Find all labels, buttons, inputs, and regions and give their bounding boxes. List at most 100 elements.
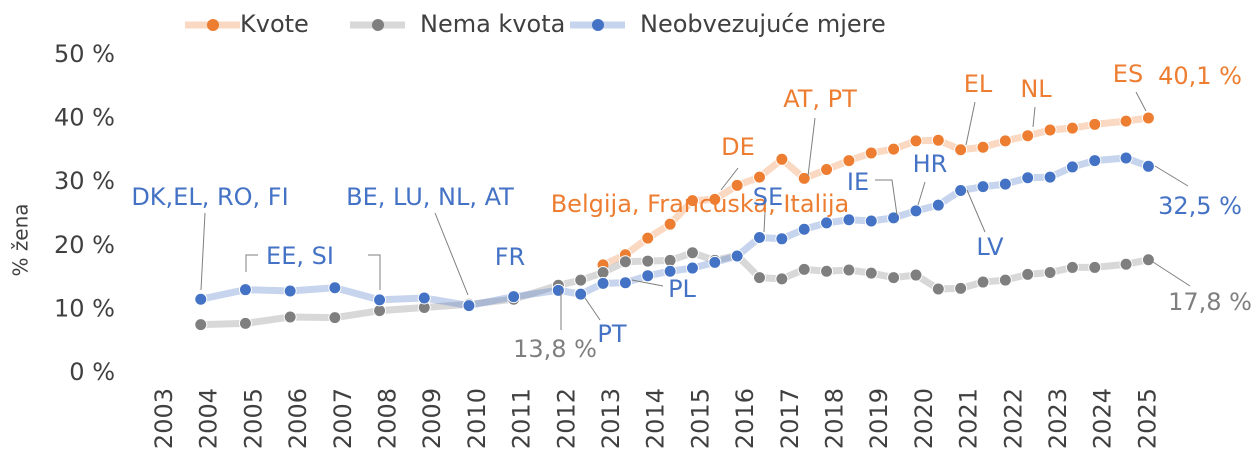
data-point — [238, 283, 252, 297]
x-tick-label: 2014 — [642, 388, 670, 449]
data-point — [976, 180, 990, 194]
x-tick-label: 2006 — [284, 388, 312, 449]
data-point — [753, 271, 767, 285]
data-point — [1065, 121, 1079, 135]
data-point — [1021, 267, 1035, 281]
data-point — [909, 268, 923, 282]
data-point — [1088, 154, 1102, 168]
data-point — [775, 152, 789, 166]
data-point — [864, 214, 878, 228]
data-point — [663, 253, 677, 267]
data-point — [864, 266, 878, 280]
annotation: SE — [753, 183, 783, 211]
data-point — [373, 304, 387, 318]
data-point — [373, 293, 387, 307]
legend-marker — [372, 19, 384, 31]
x-tick-label: 2009 — [418, 388, 446, 449]
x-tick-label: 2025 — [1133, 388, 1161, 449]
data-point — [976, 275, 990, 289]
data-point — [1141, 111, 1155, 125]
legend-label: Kvote — [240, 10, 309, 38]
data-point — [797, 171, 811, 185]
data-point — [574, 287, 588, 301]
data-point — [887, 211, 901, 225]
data-point — [820, 162, 834, 176]
leader-line — [1135, 91, 1147, 112]
x-tick-label: 2023 — [1044, 388, 1072, 449]
data-point — [864, 146, 878, 160]
data-point — [1088, 117, 1102, 131]
data-point — [998, 273, 1012, 287]
data-point — [998, 177, 1012, 191]
legend-marker — [207, 19, 219, 31]
data-point — [238, 316, 252, 330]
leader-line — [1152, 261, 1191, 287]
data-point — [820, 264, 834, 278]
x-tick-label: 2021 — [955, 388, 983, 449]
x-tick-label: 2017 — [776, 388, 804, 449]
data-point — [194, 318, 208, 332]
annotation: BE, LU, NL, AT — [346, 183, 514, 211]
annotation: NL — [1020, 75, 1052, 103]
data-point — [1021, 129, 1035, 143]
annotation: 40,1 % — [1158, 62, 1242, 90]
data-point — [194, 292, 208, 306]
x-tick-label: 2010 — [463, 388, 491, 449]
data-point — [1119, 151, 1133, 165]
data-point — [551, 283, 565, 297]
data-point — [775, 232, 789, 246]
annotation: EE, SI — [266, 242, 334, 270]
legend-label: Nema kvota — [420, 10, 565, 38]
leader-line — [807, 117, 816, 177]
data-point — [1065, 260, 1079, 274]
leader-line — [763, 211, 766, 233]
leader-line — [631, 279, 664, 287]
data-point — [462, 299, 476, 313]
data-point — [574, 273, 588, 287]
x-tick-label: 2016 — [731, 388, 759, 449]
annotation: AT, PT — [783, 85, 857, 113]
data-point — [596, 276, 610, 290]
x-tick-label: 2004 — [195, 388, 223, 449]
data-point — [1065, 160, 1079, 174]
y-tick-label: 20 % — [54, 231, 115, 259]
data-point — [931, 198, 945, 212]
leader-line — [875, 179, 898, 216]
data-point — [887, 142, 901, 156]
leader-line — [1154, 165, 1189, 187]
annotation: FR — [495, 243, 525, 271]
data-point — [685, 194, 699, 208]
data-point — [909, 204, 923, 218]
data-point — [618, 255, 632, 269]
leader-line — [434, 212, 469, 296]
leader-line — [245, 254, 258, 272]
data-point — [797, 262, 811, 276]
data-point — [618, 276, 632, 290]
data-point — [730, 249, 744, 263]
data-point — [753, 170, 767, 184]
data-point — [1119, 114, 1133, 128]
x-tick-label: 2015 — [686, 388, 714, 449]
data-point — [663, 217, 677, 231]
legend-marker — [592, 19, 604, 31]
x-tick-label: 2012 — [552, 388, 580, 449]
data-point — [842, 263, 856, 277]
x-tick-label: 2003 — [150, 388, 178, 449]
data-point — [1043, 266, 1057, 280]
leader-line — [1032, 106, 1036, 128]
leader-line — [200, 212, 206, 291]
data-point — [887, 271, 901, 285]
data-point — [998, 134, 1012, 148]
data-point — [842, 154, 856, 168]
x-tick-label: 2008 — [374, 388, 402, 449]
data-point — [954, 183, 968, 197]
data-point — [1043, 170, 1057, 184]
leader-line — [720, 167, 739, 191]
data-point — [708, 192, 722, 206]
annotation: ES — [1113, 60, 1143, 88]
annotation: 13,8 % — [513, 335, 597, 363]
data-point — [820, 216, 834, 230]
annotation: EL — [964, 70, 993, 98]
data-point — [1141, 159, 1155, 173]
